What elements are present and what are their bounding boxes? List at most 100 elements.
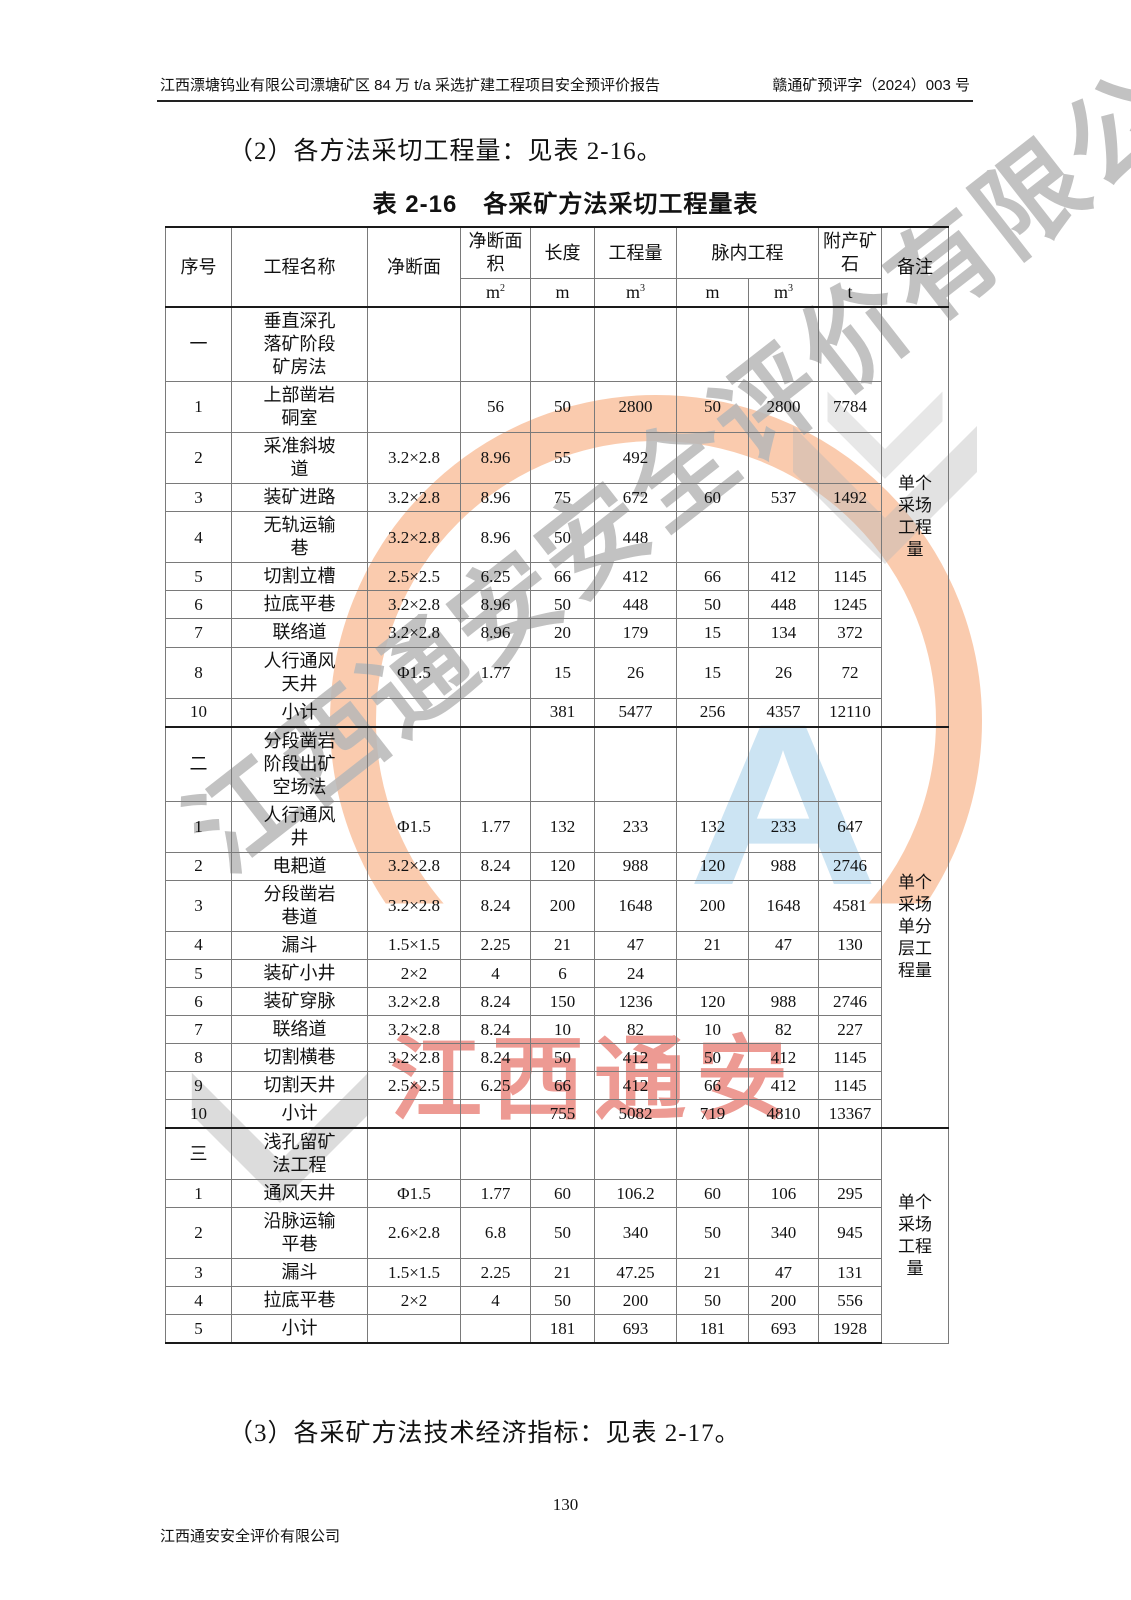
section-remark: 单个采场工程量 bbox=[881, 1127, 949, 1344]
cell-volume: 672 bbox=[594, 483, 677, 513]
cell-name: 装矿进路 bbox=[231, 483, 368, 513]
cell-section: 3.2×2.8 bbox=[367, 618, 461, 648]
cell-ore: 372 bbox=[818, 618, 882, 648]
footer-company: 江西通安安全评价有限公司 bbox=[160, 1528, 341, 1545]
table-row: 4 拉底平巷 2×2 4 50 200 50 200 556 bbox=[165, 1286, 949, 1316]
cell-vein-m3: 4810 bbox=[748, 1099, 819, 1129]
section-title: 分段凿岩阶段出矿空场法 bbox=[231, 725, 368, 802]
cell-length: 50 bbox=[530, 1286, 595, 1316]
cell-vein-m: 15 bbox=[676, 646, 749, 699]
cell-seq: 1 bbox=[165, 381, 232, 434]
cell-vein-m bbox=[676, 958, 749, 988]
section-title: 垂直深孔落矿阶段矿房法 bbox=[231, 306, 368, 383]
cell-length: 50 bbox=[530, 381, 595, 434]
cell-vein-m: 66 bbox=[676, 1070, 749, 1101]
cell-ore bbox=[818, 432, 882, 485]
cell-volume: 47.25 bbox=[594, 1258, 677, 1288]
cell-vein-m3: 2800 bbox=[748, 381, 819, 434]
cell-section bbox=[367, 697, 461, 728]
cell-volume: 2800 bbox=[594, 381, 677, 434]
header-document-number: 赣通矿预评字（2024）003 号 bbox=[772, 77, 970, 94]
section-empty-cell bbox=[594, 306, 677, 383]
cell-area: 1.77 bbox=[460, 646, 531, 699]
cell-ore: 4581 bbox=[818, 879, 882, 932]
cell-vein-m: 181 bbox=[676, 1314, 749, 1345]
cell-section: 3.2×2.8 bbox=[367, 1042, 461, 1073]
cell-volume: 179 bbox=[594, 618, 677, 648]
cell-seq: 3 bbox=[165, 483, 232, 513]
table-row: 5 切割立槽 2.5×2.5 6.25 66 412 66 412 1145 bbox=[165, 562, 949, 592]
cell-name: 无轨运输巷 bbox=[231, 511, 368, 564]
cell-ore: 72 bbox=[818, 646, 882, 699]
cell-length: 10 bbox=[530, 1014, 595, 1044]
cell-length: 181 bbox=[530, 1314, 595, 1345]
cell-vein-m: 60 bbox=[676, 483, 749, 513]
cell-name: 装矿小井 bbox=[231, 958, 368, 988]
cell-volume: 693 bbox=[594, 1314, 677, 1345]
cell-area: 8.96 bbox=[460, 483, 531, 513]
cell-vein-m3: 134 bbox=[748, 618, 819, 648]
cell-length: 150 bbox=[530, 986, 595, 1016]
cell-area bbox=[460, 1314, 531, 1345]
cell-vein-m3: 47 bbox=[748, 1258, 819, 1288]
cell-area: 6.8 bbox=[460, 1207, 531, 1260]
cell-section: Φ1.5 bbox=[367, 646, 461, 699]
table-body: 一垂直深孔落矿阶段矿房法 单个采场工程量 1 上部凿岩硐室 56 50 2800 50 2800… bbox=[165, 306, 949, 1345]
cell-vein-m3: 106 bbox=[748, 1179, 819, 1209]
cell-length: 755 bbox=[530, 1099, 595, 1129]
cell-section: 3.2×2.8 bbox=[367, 483, 461, 513]
cell-section: 2.5×2.5 bbox=[367, 562, 461, 592]
cell-vein-m: 50 bbox=[676, 1286, 749, 1316]
table-row: 5 装矿小井 2×2 4 6 24 bbox=[165, 958, 949, 988]
table-caption: 表 2-16 各采矿方法采切工程量表 bbox=[0, 184, 1131, 219]
cell-length: 381 bbox=[530, 697, 595, 728]
cell-vein-m3: 412 bbox=[748, 1070, 819, 1101]
cell-seq: 7 bbox=[165, 1014, 232, 1044]
section-empty-cell bbox=[460, 1127, 531, 1181]
cell-length: 50 bbox=[530, 590, 595, 620]
cell-area: 8.24 bbox=[460, 1042, 531, 1073]
cell-name: 切割天井 bbox=[231, 1070, 368, 1101]
section-remark: 单个采场工程量 bbox=[881, 306, 949, 728]
table-row: 2 采准斜坡道 3.2×2.8 8.96 55 492 bbox=[165, 432, 949, 485]
cell-seq: 4 bbox=[165, 1286, 232, 1316]
th-area: 净断面积 bbox=[460, 226, 531, 280]
cell-seq: 7 bbox=[165, 618, 232, 648]
cell-seq: 6 bbox=[165, 590, 232, 620]
table-header-row-2: m2 m m3 m m3 t bbox=[166, 278, 949, 308]
cell-name: 切割立槽 bbox=[231, 562, 368, 592]
table-row: 8 切割横巷 3.2×2.8 8.24 50 412 50 412 1145 bbox=[165, 1042, 949, 1073]
cell-volume: 412 bbox=[594, 562, 677, 592]
cell-volume: 492 bbox=[594, 432, 677, 485]
cell-ore: 7784 bbox=[818, 381, 882, 434]
cell-vein-m3 bbox=[748, 432, 819, 485]
cell-vein-m3: 988 bbox=[748, 851, 819, 881]
table-section-row: 二分段凿岩阶段出矿空场法 单个采场单分层工程量 bbox=[165, 725, 949, 1129]
table-row: 1 人行通风井 Φ1.5 1.77 132 233 132 233 647 bbox=[165, 800, 949, 853]
section-empty-cell bbox=[460, 306, 531, 383]
cell-length: 20 bbox=[530, 618, 595, 648]
cell-name: 采准斜坡道 bbox=[231, 432, 368, 485]
cell-name: 切割横巷 bbox=[231, 1042, 368, 1073]
cell-vein-m: 50 bbox=[676, 1207, 749, 1260]
cell-seq: 6 bbox=[165, 986, 232, 1016]
cell-ore: 1492 bbox=[818, 483, 882, 513]
section-empty-cell bbox=[748, 1127, 819, 1181]
cell-vein-m3: 340 bbox=[748, 1207, 819, 1260]
cell-area: 6.25 bbox=[460, 562, 531, 592]
paragraph-2: （2）各方法采切工程量：见表 2-16。 bbox=[228, 138, 663, 165]
section-empty-cell bbox=[594, 1127, 677, 1181]
cell-section: 3.2×2.8 bbox=[367, 590, 461, 620]
cell-vein-m3 bbox=[748, 958, 819, 988]
cell-vein-m3: 82 bbox=[748, 1014, 819, 1044]
th-unit-length: m bbox=[530, 278, 595, 308]
table-row: 1 上部凿岩硐室 56 50 2800 50 2800 7784 bbox=[165, 381, 949, 434]
cell-ore: 295 bbox=[818, 1179, 882, 1209]
cell-vein-m bbox=[676, 432, 749, 485]
cell-name: 分段凿岩巷道 bbox=[231, 879, 368, 932]
cell-length: 50 bbox=[530, 1207, 595, 1260]
table-row: 7 联络道 3.2×2.8 8.24 10 82 10 82 227 bbox=[165, 1014, 949, 1044]
cell-seq: 10 bbox=[165, 697, 232, 728]
section-empty-cell bbox=[748, 725, 819, 802]
cell-section: 1.5×1.5 bbox=[367, 1258, 461, 1288]
